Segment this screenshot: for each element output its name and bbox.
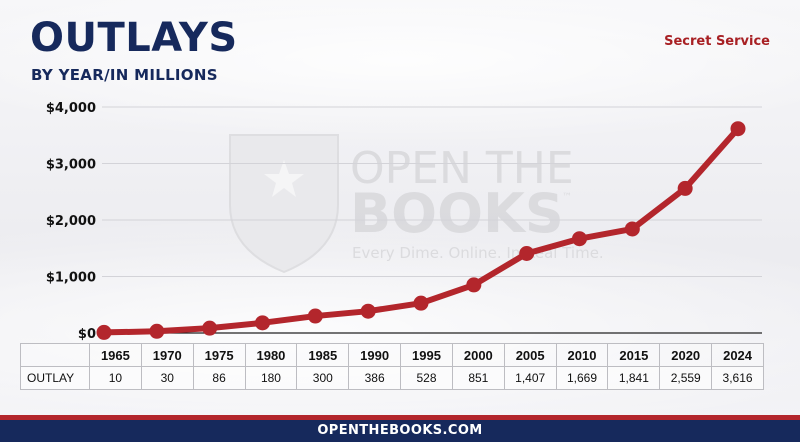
x-tick-label: 2015 <box>607 343 661 367</box>
x-tick-label: 2020 <box>659 343 713 367</box>
data-point <box>572 231 587 247</box>
data-point <box>360 303 376 319</box>
data-point <box>307 308 323 324</box>
watermark-line2: BOOKS <box>350 182 564 245</box>
shield-logo-icon <box>229 134 339 274</box>
y-tick-label: $1,000 <box>46 271 96 286</box>
outlay-table: 1965 1970 1975 1980 1985 1990 1995 2000 2005 2010… <box>20 343 764 390</box>
x-tick-label: 1970 <box>140 343 194 367</box>
y-tick-label: $0 <box>78 327 96 342</box>
data-label: 10 <box>89 366 142 390</box>
data-label: 30 <box>140 366 194 390</box>
data-point <box>149 323 165 339</box>
data-point <box>466 277 482 293</box>
y-axis: $0 $1,000 $2,000 $3,000 $4,000 <box>46 101 96 342</box>
data-point <box>677 180 693 196</box>
watermark-line1: OPEN THE <box>350 143 574 194</box>
x-tick-label: 1980 <box>244 343 298 367</box>
data-label: 180 <box>244 366 298 390</box>
data-label: 2,559 <box>659 366 713 390</box>
year-row-header <box>20 343 90 367</box>
data-label: 300 <box>296 366 350 390</box>
data-label: 528 <box>400 366 453 390</box>
data-point <box>519 246 535 262</box>
footer-stripe <box>0 415 800 420</box>
y-tick-label: $4,000 <box>46 101 96 116</box>
data-point <box>413 295 429 311</box>
watermark: OPEN THE BOOKS ™ Every Dime. Online. In … <box>229 134 604 274</box>
chart-title: OUTLAYS <box>30 15 238 61</box>
data-label: 3,616 <box>711 366 764 390</box>
data-label: 1,841 <box>607 366 661 390</box>
data-point <box>255 315 270 331</box>
chart-subtitle: BY YEAR/IN MILLIONS <box>31 66 218 84</box>
x-tick-label: 1995 <box>400 343 453 367</box>
outlay-row: OUTLAY 10 30 86 180 300 386 528 851 1,407 1,669 1,… <box>20 366 764 390</box>
footer-link[interactable]: OPENTHEBOOKS.COM <box>0 420 800 442</box>
x-tick-label: 2005 <box>503 343 557 367</box>
y-tick-label: $3,000 <box>46 158 96 173</box>
x-tick-label: 1975 <box>192 343 246 367</box>
x-tick-label: 2000 <box>451 343 505 367</box>
line-chart: OPEN THE BOOKS ™ Every Dime. Online. In … <box>46 101 762 342</box>
data-label: 386 <box>348 366 402 390</box>
year-row: 1965 1970 1975 1980 1985 1990 1995 2000 2005 2010… <box>20 343 764 367</box>
data-point <box>96 324 112 340</box>
shield-star-icon <box>264 160 304 197</box>
data-point <box>202 320 218 336</box>
data-label: 1,407 <box>503 366 557 390</box>
agency-label: Secret Service <box>664 34 770 49</box>
y-tick-label: $2,000 <box>46 214 96 229</box>
data-label: 86 <box>192 366 246 390</box>
grid <box>102 106 762 334</box>
watermark-trademark: ™ <box>562 192 572 203</box>
x-tick-label: 2024 <box>711 343 764 367</box>
x-tick-label: 1990 <box>348 343 402 367</box>
data-label: 1,669 <box>555 366 609 390</box>
x-tick-label: 1985 <box>296 343 350 367</box>
data-point <box>730 121 746 137</box>
x-tick-label: 2010 <box>555 343 609 367</box>
watermark-tagline: Every Dime. Online. In Real Time. <box>352 244 604 262</box>
data-label: 851 <box>451 366 505 390</box>
outlay-row-label: OUTLAY <box>20 366 90 390</box>
data-points <box>96 121 746 340</box>
x-tick-label: 1965 <box>89 343 142 367</box>
data-point <box>624 221 640 237</box>
